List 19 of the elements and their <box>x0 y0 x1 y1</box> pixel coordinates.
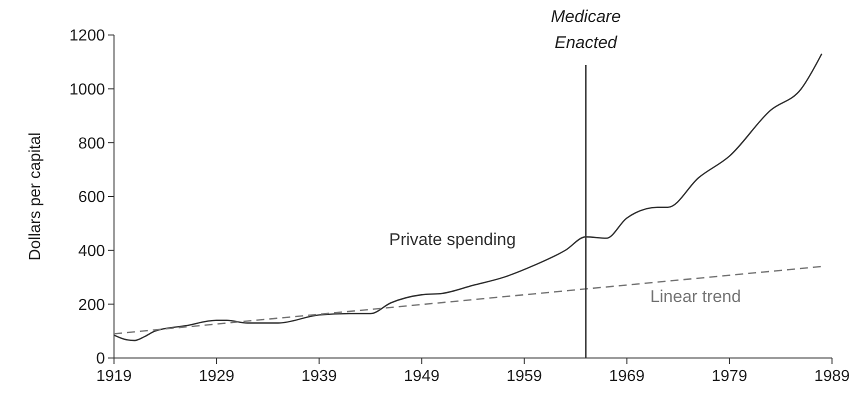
y-tick-label: 600 <box>78 189 106 206</box>
series-label: Private spending <box>389 230 516 249</box>
x-tick-label: 1989 <box>814 368 850 385</box>
y-tick-label: 0 <box>96 350 106 368</box>
series-label: Linear trend <box>650 287 741 306</box>
y-axis-title: Dollars per capital <box>27 132 44 261</box>
x-tick-label: 1939 <box>301 368 338 385</box>
y-tick-label: 1000 <box>69 81 106 98</box>
x-tick-label: 1949 <box>404 368 440 385</box>
x-tick-label: 1919 <box>96 368 132 385</box>
y-tick-label: 800 <box>78 135 106 152</box>
y-tick-label: 1200 <box>69 28 106 45</box>
x-tick-label: 1979 <box>712 368 748 385</box>
y-tick-label: 400 <box>78 242 106 260</box>
y-tick-label: 200 <box>78 296 106 314</box>
x-tick-label: 1929 <box>198 368 234 385</box>
x-tick-label: 1969 <box>609 368 645 385</box>
ref-line-label: Medicare Enacted <box>550 7 621 52</box>
x-tick-label: 1959 <box>506 368 542 385</box>
